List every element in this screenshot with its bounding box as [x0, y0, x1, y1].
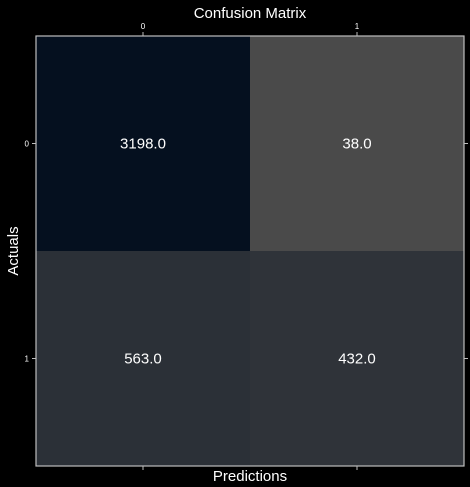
x-tick-label-1: 1 [355, 22, 360, 31]
y-tick-label-1: 1 [25, 355, 30, 364]
x-axis-label: Predictions [213, 468, 287, 485]
y-axis-label: Actuals [5, 226, 22, 275]
heatmap-cell-1-1 [250, 251, 464, 466]
heatmap-cell-0-0 [36, 36, 250, 251]
cell-value-label-1-0: 563.0 [124, 351, 162, 368]
axis-ticks: 0 1 0 1 [25, 22, 468, 470]
y-tick-label-0: 0 [25, 140, 30, 149]
plot-frame [35, 35, 465, 467]
cell-value-label-0-1: 38.0 [342, 136, 371, 153]
x-tick-label-0: 0 [141, 22, 146, 31]
chart-title: Confusion Matrix [194, 5, 307, 22]
cell-value-label-1-1: 432.0 [338, 351, 376, 368]
cell-value-label-0-0: 3198.0 [120, 136, 166, 153]
heatmap-cell-0-1 [250, 36, 464, 251]
heatmap-cells: 3198.0 38.0 563.0 432.0 [36, 36, 464, 466]
heatmap-cell-1-0 [36, 251, 250, 466]
